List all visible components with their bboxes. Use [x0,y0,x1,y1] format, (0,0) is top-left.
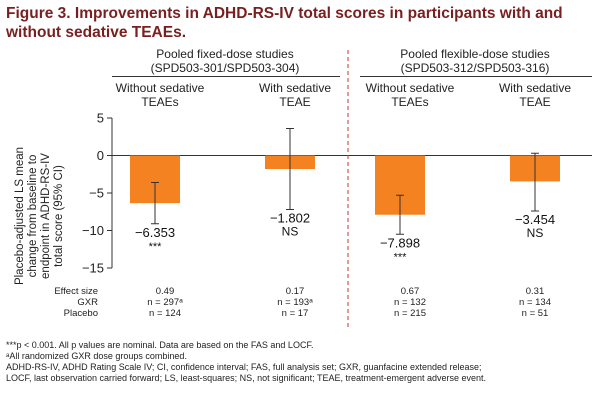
category-label-3-line-2: TEAEs [391,95,429,109]
figure-title: Figure 3. Improvements in ADHD-RS-IV tot… [6,4,592,42]
placebo-n-2: n = 17 [281,308,309,319]
category-label-4-line-2: TEAE [519,95,551,109]
significance-label-1: *** [149,241,163,253]
figure-title-line-1: Figure 3. Improvements in ADHD-RS-IV tot… [6,5,563,22]
category-label-2-line-1: With sedative [258,81,332,95]
category-label-4: With sedative TEAE [475,81,595,109]
effect-size-3: 0.67 [400,286,420,297]
footnote-abbreviations-2: LOCF, last observation carried forward; … [6,373,487,383]
y-tick-label-4: −15 [82,261,104,276]
significance-label-4: NS [527,226,544,240]
effect-size-1: 0.49 [155,286,175,297]
category-label-2-line-2: TEAE [279,95,311,109]
footnote-abbreviations-1: ADHD-RS-IV, ADHD Rating Scale IV; CI, co… [6,362,482,372]
group-header-flexible-dose: Pooled flexible-dose studies (SPD503-312… [355,47,595,75]
significance-label-3: *** [394,251,408,263]
data-label-1: −6.353 [135,225,175,240]
effect-size-4: 0.31 [525,286,545,297]
placebo-n-4: n = 51 [521,308,549,319]
data-label-3: −7.898 [380,235,420,250]
category-label-1-line-1: Without sedative [115,81,205,95]
figure-title-line-2: without sedative TEAEs. [6,24,187,41]
data-label-2: −1.802 [270,211,310,226]
y-tick-label-1: 0 [97,148,104,163]
group-rule-flexible-dose [360,76,592,77]
category-label-1-line-2: TEAEs [141,95,179,109]
group-header-fixed-dose-line-1: Pooled fixed-dose studies [156,47,294,61]
effect-size-2: 0.17 [285,286,305,297]
group-header-fixed-dose: Pooled fixed-dose studies (SPD503-301/SP… [100,47,350,75]
gxr-n-2: n = 193ᵃ [277,297,313,308]
y-tick-label-2: −5 [89,186,104,201]
data-label-4: −3.454 [515,212,555,227]
gxr-n-4: n = 134 [519,297,551,308]
gxr-n-3: n = 132 [394,297,426,308]
category-label-1: Without sedative TEAEs [100,81,220,109]
gxr-n-1: n = 297ᵃ [147,297,183,308]
y-tick-label-3: −10 [82,223,104,238]
group-rule-fixed-dose [112,76,340,77]
group-header-flexible-dose-line-2: (SPD503-312/SPD503-316) [400,61,550,75]
category-label-3-line-1: Without sedative [365,81,455,95]
stats-row-label-gxr: GXR [77,297,98,308]
group-header-fixed-dose-line-2: (SPD503-301/SPD503-304) [150,61,300,75]
y-tick-label-0: 5 [97,111,104,126]
footnote-dose-groups: ᵃAll randomized GXR dose groups combined… [6,351,187,361]
category-label-2: With sedative TEAE [235,81,355,109]
category-label-3: Without sedative TEAEs [350,81,470,109]
category-label-4-line-1: With sedative [498,81,572,95]
stats-row-label-effect-size: Effect size [54,286,98,297]
significance-label-2: NS [282,225,299,239]
stats-row-label-placebo: Placebo [63,308,98,319]
placebo-n-1: n = 124 [149,308,181,319]
footnote-significance: ***p < 0.001. All p values are nominal. … [6,340,314,350]
placebo-n-3: n = 215 [394,308,426,319]
footnotes: ***p < 0.001. All p values are nominal. … [6,340,596,384]
group-header-flexible-dose-line-1: Pooled flexible-dose studies [400,47,550,61]
stats-table: Effect size GXR Placebo 0.49 0.17 0.67 0… [0,286,600,326]
